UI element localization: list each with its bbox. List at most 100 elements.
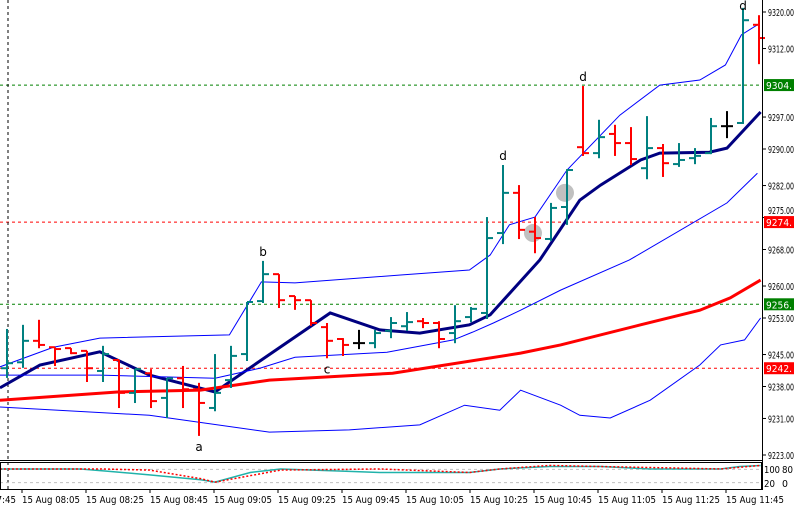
ohlc-bar bbox=[449, 305, 461, 344]
price-tick-label: 9238.00 bbox=[768, 382, 794, 393]
price-axis: 9320.00 9312.00 9297.00 9290.00 9282.00 9275.… bbox=[762, 8, 794, 462]
ohlc-bar bbox=[689, 148, 701, 165]
price-tick-label: 9253.00 bbox=[768, 314, 794, 325]
ohlc-bar bbox=[481, 217, 493, 319]
ohlc-bar bbox=[465, 307, 477, 323]
level-price-badge bbox=[764, 216, 794, 229]
ohlc-bar bbox=[273, 273, 285, 309]
oscillator-signal-line bbox=[0, 464, 761, 483]
ohlc-bars bbox=[1, 7, 765, 436]
slow-ma-line bbox=[0, 278, 762, 402]
ohlc-bar bbox=[337, 337, 349, 356]
ohlc-bar bbox=[673, 143, 685, 167]
price-tick-label: 9312.00 bbox=[768, 45, 794, 56]
ohlc-bar bbox=[625, 127, 637, 166]
ohlc-bar bbox=[289, 295, 301, 310]
level-price-label: 9256. bbox=[766, 300, 792, 311]
trade-marker-icon bbox=[524, 224, 542, 243]
level-price-label: 9304. bbox=[766, 81, 792, 92]
time-tick-label: 15 Aug 08:45 bbox=[150, 495, 208, 506]
time-axis: 15 Aug 07:45 15 Aug 08:05 15 Aug 08:25 15 A… bbox=[0, 490, 784, 506]
oscillator-level-label: 20 bbox=[764, 479, 775, 490]
ohlc-bar bbox=[193, 382, 205, 436]
wave-label: a bbox=[195, 440, 202, 454]
ohlc-bar bbox=[657, 143, 669, 177]
wave-labels: a b c d d d bbox=[195, 0, 746, 454]
oscillator-border bbox=[0, 462, 762, 490]
level-price-label: 9274. bbox=[766, 218, 792, 229]
oscillator-level-label: 0 bbox=[782, 479, 788, 490]
ohlc-bar bbox=[305, 299, 317, 326]
trade-marker-icon bbox=[556, 183, 574, 202]
price-tick-label: 9245.00 bbox=[768, 351, 794, 362]
level-price-label: 9242. bbox=[766, 364, 792, 375]
time-tick-label: 15 Aug 07:45 bbox=[0, 495, 16, 506]
ohlc-bar bbox=[33, 319, 45, 349]
oscillator-main-line bbox=[0, 464, 761, 483]
price-tick-label: 9223.00 bbox=[768, 451, 794, 462]
ohlc-bar bbox=[81, 349, 93, 383]
wave-label: b bbox=[259, 245, 267, 259]
level-price-badge bbox=[764, 298, 794, 311]
ohlc-bar bbox=[257, 260, 269, 304]
ohlc-bar bbox=[145, 369, 157, 409]
time-tick-label: 15 Aug 09:05 bbox=[214, 495, 272, 506]
inner-lower-band-line bbox=[0, 172, 758, 379]
time-tick-label: 15 Aug 11:45 bbox=[726, 495, 784, 506]
time-tick-label: 15 Aug 08:25 bbox=[86, 495, 144, 506]
price-tick-label: 9268.00 bbox=[768, 245, 794, 256]
time-tick-label: 15 Aug 11:25 bbox=[662, 495, 720, 506]
ohlc-bar bbox=[433, 321, 445, 349]
ohlc-bar bbox=[545, 202, 557, 241]
time-tick-label: 15 Aug 11:05 bbox=[598, 495, 656, 506]
ohlc-bar bbox=[737, 7, 749, 124]
ohlc-bar bbox=[529, 217, 541, 254]
horizontal-levels bbox=[0, 84, 762, 369]
ohlc-bar bbox=[17, 324, 29, 368]
price-tick-label: 9297.00 bbox=[768, 113, 794, 124]
middle-band-ma-line bbox=[0, 110, 762, 394]
ohlc-bar bbox=[209, 354, 221, 412]
ohlc-bar bbox=[161, 377, 173, 419]
ohlc-bar bbox=[177, 365, 189, 409]
ohlc-bar bbox=[417, 317, 429, 329]
ohlc-bar bbox=[113, 359, 125, 409]
ohlc-bar bbox=[721, 111, 733, 139]
outer-lower-band-line bbox=[0, 317, 762, 433]
wave-label: d bbox=[499, 149, 507, 163]
price-tick-label: 9282.00 bbox=[768, 182, 794, 193]
ohlc-bar bbox=[1, 328, 13, 378]
price-tick-label: 9320.00 bbox=[768, 8, 794, 19]
price-tick-label: 9290.00 bbox=[768, 145, 794, 156]
ohlc-bar bbox=[129, 368, 141, 404]
time-tick-label: 15 Aug 08:05 bbox=[22, 495, 80, 506]
ohlc-bar bbox=[385, 317, 397, 339]
wave-label: c bbox=[324, 362, 331, 376]
ohlc-bar bbox=[401, 312, 413, 331]
ohlc-bar bbox=[241, 301, 253, 362]
oscillator-level-label: 80 bbox=[782, 465, 793, 476]
oscillator-window: 100 80 20 0 bbox=[0, 464, 793, 490]
ohlc-bar bbox=[753, 15, 765, 65]
ohlc-bar bbox=[369, 329, 381, 349]
level-price-badge bbox=[764, 362, 794, 375]
time-tick-label: 15 Aug 10:05 bbox=[406, 495, 464, 506]
ohlc-bar bbox=[97, 345, 109, 383]
price-tick-label: 9260.00 bbox=[768, 282, 794, 293]
level-price-badge bbox=[764, 79, 794, 92]
ohlc-bar bbox=[497, 164, 509, 245]
wave-label: d bbox=[739, 0, 747, 13]
time-tick-label: 15 Aug 10:25 bbox=[470, 495, 528, 506]
indicator-lines bbox=[0, 24, 762, 433]
ohlc-bar bbox=[609, 124, 621, 156]
time-tick-label: 15 Aug 10:45 bbox=[534, 495, 592, 506]
ohlc-bar bbox=[225, 345, 237, 388]
ohlc-bar bbox=[577, 85, 589, 156]
time-tick-label: 15 Aug 09:45 bbox=[342, 495, 400, 506]
ohlc-bar bbox=[513, 185, 525, 240]
ohlc-bar bbox=[593, 119, 605, 159]
wave-label: d bbox=[579, 70, 587, 84]
ohlc-bar bbox=[49, 346, 61, 367]
time-tick-label: 15 Aug 09:25 bbox=[278, 495, 336, 506]
